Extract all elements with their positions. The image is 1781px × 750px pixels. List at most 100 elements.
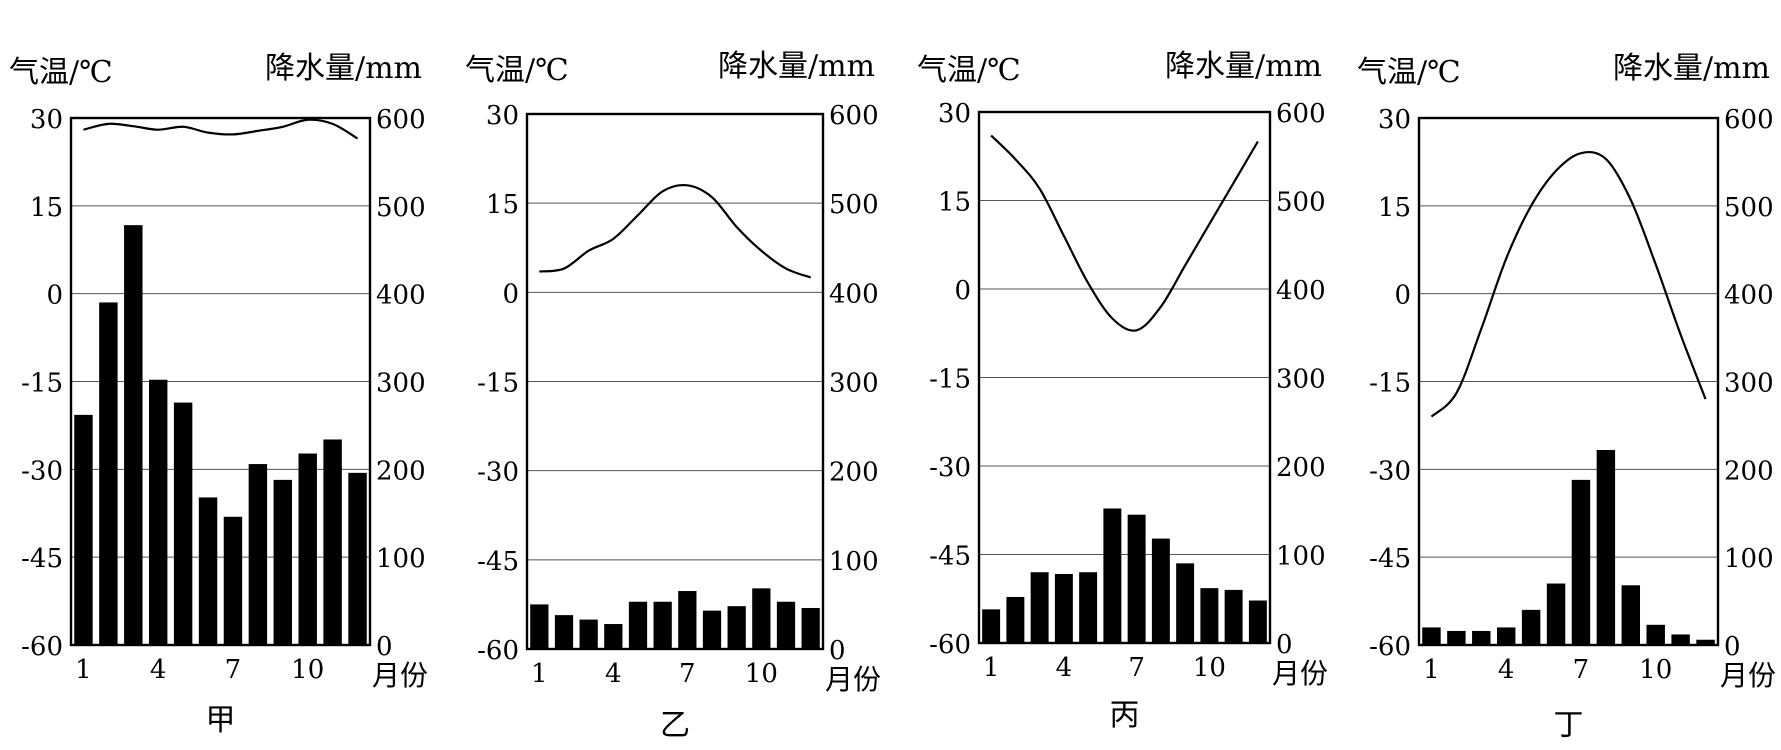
precip-bar [727, 606, 746, 649]
month-tick-label: 10 [291, 655, 324, 685]
precip-tick-label: 200 [829, 458, 879, 488]
precip-bar [678, 591, 697, 649]
precip-bar [99, 302, 118, 645]
precip-bar [1571, 479, 1591, 645]
precip-tick-label: 300 [829, 369, 879, 399]
temp-tick-label: 0 [502, 279, 519, 309]
precip-tick-label: 200 [1724, 456, 1774, 486]
precip-tick-label: 100 [376, 544, 426, 574]
precip-tick-label: 600 [376, 105, 426, 135]
month-tick-label: 1 [75, 655, 92, 685]
temp-tick-label: -30 [21, 456, 63, 486]
temp-tick-label: -45 [929, 542, 971, 572]
temp-tick-label: -60 [929, 630, 971, 660]
precip-bar [604, 624, 623, 649]
precip-axis-label: 降水量/mm [718, 49, 875, 84]
precip-bar [273, 479, 293, 645]
precip-bar [530, 604, 549, 649]
precip-tick-label: 100 [829, 547, 879, 577]
precip-axis-label: 降水量/mm [1613, 51, 1770, 86]
temp-tick-label: -15 [477, 369, 519, 399]
precip-bar [148, 379, 168, 645]
precip-bar [1621, 585, 1641, 645]
precip-bar [223, 516, 243, 645]
precip-bar [323, 439, 342, 645]
temp-tick-label: -60 [21, 632, 63, 662]
temp-axis-label: 气温/℃ [9, 55, 113, 90]
temperature-line [1430, 150, 1707, 418]
precip-axis-label: 降水量/mm [1165, 49, 1322, 84]
precip-tick-label: 400 [376, 281, 426, 311]
temp-tick-label: -30 [477, 458, 519, 488]
precip-bar [554, 615, 574, 649]
precip-bar [1151, 538, 1170, 643]
month-tick-label: 7 [1128, 653, 1145, 683]
precip-tick-label: 400 [829, 279, 879, 309]
month-tick-label: 1 [1423, 655, 1440, 685]
month-tick-label: 4 [1056, 653, 1073, 683]
precip-bar [628, 601, 648, 649]
temp-tick-label: 30 [30, 105, 63, 135]
x-unit-label: 月份 [372, 659, 428, 692]
precip-tick-label: 300 [376, 369, 426, 399]
month-tick-label: 7 [679, 659, 696, 689]
precip-bar [1496, 627, 1516, 645]
temp-axis-label: 气温/℃ [1357, 55, 1461, 90]
precip-bar [1127, 514, 1146, 643]
precip-tick-label: 100 [1724, 544, 1774, 574]
temp-tick-label: 15 [1378, 193, 1411, 223]
precip-tick-label: 400 [1724, 281, 1774, 311]
temp-tick-label: -45 [21, 544, 63, 574]
temp-tick-label: -15 [21, 369, 63, 399]
x-unit-label: 月份 [825, 663, 881, 696]
precip-tick-label: 500 [1276, 188, 1326, 218]
temp-tick-label: -30 [1369, 456, 1411, 486]
chart-title: 乙 [660, 708, 690, 743]
precip-tick-label: 500 [1724, 193, 1774, 223]
chart-2: 30 15 0 -15 -30 -45 -60 600 500 400 300 200 100 0 1 4 7 1… [465, 49, 881, 743]
month-tick-label: 4 [1498, 655, 1515, 685]
precip-bar [579, 619, 598, 649]
plot-frame [977, 110, 1272, 645]
temperature-line [83, 118, 359, 140]
temp-tick-label: 30 [938, 99, 971, 129]
precip-tick-label: 600 [829, 101, 879, 131]
precip-bar [1176, 563, 1195, 643]
x-unit-label: 月份 [1272, 657, 1328, 690]
precip-bar [1200, 588, 1219, 643]
plot-frame [69, 116, 372, 647]
temperature-line [990, 134, 1259, 332]
plot-frame [1417, 116, 1720, 647]
precip-bar [1079, 572, 1098, 643]
plot-frame [525, 112, 825, 651]
precip-tick-label: 100 [1276, 542, 1326, 572]
precip-bar [348, 472, 367, 645]
precip-tick-label: 0 [829, 636, 846, 666]
precip-bar [198, 497, 218, 645]
precip-bar [1006, 596, 1025, 643]
temp-tick-label: -60 [1369, 632, 1411, 662]
chart-title: 丁 [1554, 708, 1584, 743]
month-tick-label: 10 [1193, 653, 1226, 683]
temp-tick-label: 15 [30, 193, 63, 223]
precip-bar [1472, 630, 1491, 645]
precip-bar [173, 402, 193, 645]
precip-tick-label: 500 [829, 190, 879, 220]
precip-bar [298, 453, 317, 645]
precip-tick-label: 300 [1276, 365, 1326, 395]
precip-bar [1422, 627, 1441, 645]
temp-tick-label: 30 [1378, 105, 1411, 135]
precip-tick-label: 300 [1724, 369, 1774, 399]
temp-axis-label: 气温/℃ [465, 53, 569, 88]
chart-1: 30 15 0 -15 -30 -45 -60 600 500 400 300 200 100 0 1 4 7 1… [9, 51, 428, 738]
precip-bar [1030, 572, 1049, 643]
precip-bar [982, 609, 1001, 643]
month-tick-label: 7 [1573, 655, 1590, 685]
precip-tick-label: 0 [1276, 630, 1293, 660]
month-tick-label: 4 [150, 655, 167, 685]
temp-tick-label: 30 [486, 101, 519, 131]
chart-title: 丙 [1110, 698, 1140, 733]
precip-bar [1447, 630, 1466, 645]
precip-bar [1224, 589, 1243, 643]
